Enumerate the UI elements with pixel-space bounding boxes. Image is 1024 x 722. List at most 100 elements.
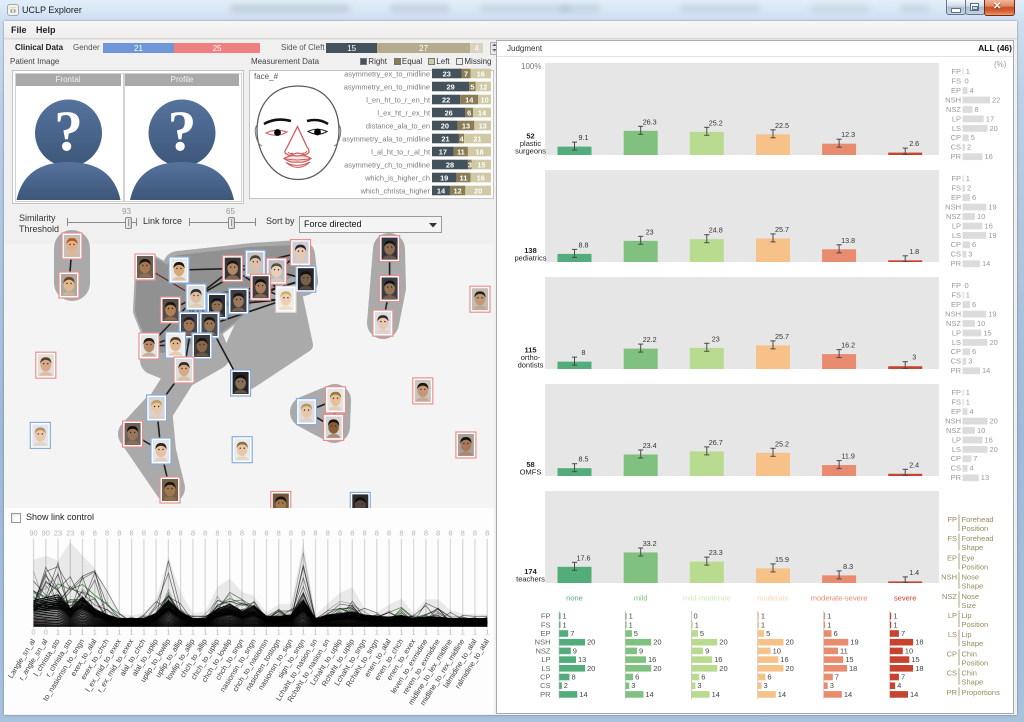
svg-text:15: 15 <box>983 328 991 337</box>
svg-text:23: 23 <box>443 69 451 78</box>
svg-text:1: 1 <box>563 612 567 621</box>
svg-text:7: 7 <box>570 629 574 638</box>
svg-text:8: 8 <box>350 529 354 538</box>
svg-text:2: 2 <box>564 681 568 690</box>
svg-text:1.8: 1.8 <box>909 247 919 256</box>
svg-text:8: 8 <box>203 529 207 538</box>
svg-text:1: 1 <box>893 612 897 621</box>
svg-text:NSH: NSH <box>535 638 551 647</box>
svg-text:7: 7 <box>973 454 977 463</box>
svg-text:FP: FP <box>951 281 961 290</box>
svg-text:14: 14 <box>982 366 990 375</box>
svg-text:1: 1 <box>240 628 244 637</box>
svg-text:8: 8 <box>117 529 121 538</box>
svg-text:18: 18 <box>475 147 483 156</box>
svg-text:16: 16 <box>477 69 485 78</box>
svg-text:100%: 100% <box>521 62 541 71</box>
svg-text:23.3: 23.3 <box>709 548 723 557</box>
svg-text:115: 115 <box>524 345 536 354</box>
svg-text:Lip: Lip <box>962 630 972 639</box>
svg-text:7: 7 <box>901 629 905 638</box>
svg-text:20: 20 <box>786 664 794 673</box>
svg-text:4: 4 <box>970 407 974 416</box>
svg-text:4: 4 <box>970 464 974 473</box>
svg-text:5: 5 <box>766 629 770 638</box>
svg-text:25.7: 25.7 <box>775 225 789 234</box>
svg-text:6: 6 <box>834 629 838 638</box>
svg-text:21: 21 <box>441 134 449 143</box>
svg-text:20: 20 <box>990 417 998 426</box>
svg-text:NSZ: NSZ <box>946 319 961 328</box>
svg-text:3: 3 <box>968 250 972 259</box>
svg-text:FS: FS <box>951 77 961 86</box>
svg-text:8: 8 <box>412 529 416 538</box>
svg-text:18: 18 <box>849 664 857 673</box>
svg-text:138: 138 <box>524 246 537 255</box>
svg-text:FS: FS <box>951 184 961 193</box>
svg-text:1: 1 <box>761 612 765 621</box>
svg-text:23: 23 <box>54 529 62 538</box>
svg-text:8: 8 <box>130 529 134 538</box>
svg-text:none: none <box>566 594 583 603</box>
svg-text:20: 20 <box>786 638 794 647</box>
svg-text:Position: Position <box>962 524 989 533</box>
svg-text:?: ? <box>168 100 197 163</box>
svg-text:22: 22 <box>992 95 1000 104</box>
svg-text:FP: FP <box>951 388 961 397</box>
svg-text:13: 13 <box>981 473 989 482</box>
svg-text:NSH: NSH <box>945 95 961 104</box>
svg-text:8.3: 8.3 <box>843 562 853 571</box>
svg-text:5: 5 <box>700 629 704 638</box>
svg-text:8: 8 <box>436 529 440 538</box>
svg-text:14: 14 <box>712 690 720 699</box>
svg-text:ortho-: ortho- <box>521 353 541 362</box>
svg-text:20: 20 <box>990 124 998 133</box>
svg-text:6: 6 <box>701 673 705 682</box>
svg-text:3: 3 <box>631 681 635 690</box>
svg-text:33.2: 33.2 <box>643 539 657 548</box>
svg-text:CS: CS <box>947 669 957 678</box>
svg-text:1: 1 <box>252 628 256 637</box>
svg-text:3: 3 <box>830 681 834 690</box>
svg-text:1: 1 <box>629 620 633 629</box>
svg-text:1.4: 1.4 <box>909 568 919 577</box>
svg-text:16: 16 <box>477 173 485 182</box>
svg-text:15: 15 <box>911 655 919 664</box>
svg-text:moderate-severe: moderate-severe <box>811 594 868 603</box>
svg-text:Forehead: Forehead <box>962 534 994 543</box>
svg-text:CS: CS <box>951 143 961 152</box>
svg-text:14: 14 <box>437 186 446 195</box>
svg-text:PR: PR <box>951 366 962 375</box>
svg-text:19: 19 <box>440 173 448 182</box>
svg-text:Shape: Shape <box>962 678 984 687</box>
svg-text:NSH: NSH <box>941 573 957 582</box>
svg-text:13: 13 <box>578 655 586 664</box>
svg-text:1: 1 <box>93 628 97 637</box>
svg-text:1: 1 <box>154 628 158 637</box>
svg-text:1: 1 <box>966 398 970 407</box>
svg-text:Eye: Eye <box>962 553 975 562</box>
svg-text:Lip: Lip <box>962 611 972 620</box>
svg-text:8: 8 <box>363 529 367 538</box>
svg-text:distance_ala_to_en: distance_ala_to_en <box>366 121 430 130</box>
svg-text:18: 18 <box>915 664 923 673</box>
svg-text:teachers: teachers <box>516 575 545 584</box>
svg-text:LP: LP <box>952 114 961 123</box>
svg-text:4: 4 <box>897 681 901 690</box>
svg-text:11: 11 <box>457 147 465 156</box>
svg-text:2.4: 2.4 <box>909 460 919 469</box>
svg-text:12: 12 <box>479 82 487 91</box>
svg-text:5: 5 <box>634 629 638 638</box>
svg-text:CS: CS <box>951 464 961 473</box>
svg-text:9: 9 <box>573 646 577 655</box>
svg-text:moderate: moderate <box>757 594 789 603</box>
svg-text:NSZ: NSZ <box>536 646 551 655</box>
svg-text:4: 4 <box>459 134 464 143</box>
svg-text:8.5: 8.5 <box>579 455 589 464</box>
svg-text:26: 26 <box>445 108 453 117</box>
svg-text:1: 1 <box>289 628 293 637</box>
svg-text:19: 19 <box>988 310 996 319</box>
svg-text:1: 1 <box>893 620 897 629</box>
svg-text:1: 1 <box>326 628 330 637</box>
svg-text:FS: FS <box>951 291 961 300</box>
